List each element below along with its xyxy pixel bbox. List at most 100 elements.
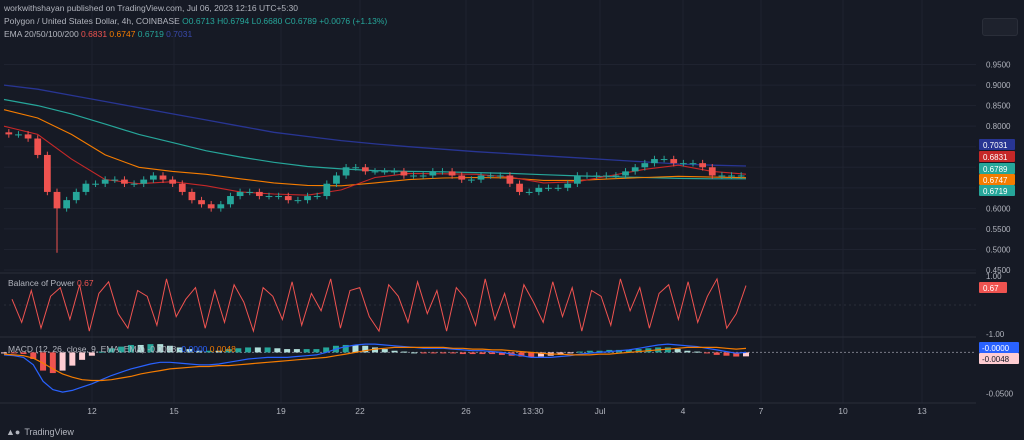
candle-body	[506, 175, 514, 184]
time-tick-label: 4	[681, 406, 686, 416]
macd-hist-bar	[411, 352, 418, 354]
price-tick-label: 0.5500	[986, 225, 1011, 234]
tradingview-footer[interactable]: ▲● TradingView	[6, 427, 74, 437]
candle-body	[121, 179, 128, 184]
macd-hist-bar	[215, 350, 222, 353]
price-tick-label: 0.9000	[986, 81, 1011, 90]
macd-hist-bar	[293, 349, 300, 353]
macd-hist-bar	[537, 352, 544, 357]
candle-body	[130, 183, 138, 185]
macd-value-text: -0.0048	[982, 355, 1010, 364]
ema100-value: 0.6719	[137, 29, 164, 39]
candle-body	[361, 167, 369, 172]
macd-hist-bar	[186, 349, 193, 353]
macd-hist-bar	[303, 349, 310, 353]
candle-body	[15, 134, 22, 136]
macd-hist-bar	[235, 348, 242, 353]
price-label-tag	[979, 151, 1015, 162]
macd-value-text: -0.0000	[982, 344, 1010, 353]
candle-body	[275, 196, 283, 198]
candle-body	[545, 187, 552, 189]
candle-body	[255, 191, 263, 197]
macd-hist-bar	[469, 352, 476, 355]
macd-hist-bar	[362, 345, 369, 353]
macd-hist-bar	[10, 352, 17, 354]
candle-body	[381, 171, 389, 173]
candle-body	[487, 175, 495, 177]
candle-body	[92, 183, 99, 185]
candle-body	[227, 196, 234, 205]
candle-body	[728, 175, 735, 177]
candle-body	[516, 183, 523, 192]
candle-body	[583, 175, 591, 177]
candle-body	[149, 175, 157, 180]
time-tick-label: 15	[169, 406, 179, 416]
macd-hist-bar	[254, 347, 261, 353]
candle-body	[294, 200, 302, 202]
macd-hist-bar	[69, 352, 76, 366]
macd-hist-bar	[225, 349, 232, 353]
macd-hist-bar	[391, 350, 398, 353]
macd-hist-bar	[88, 352, 95, 356]
macd-hist-bar	[40, 352, 47, 371]
candle-body	[246, 191, 254, 193]
price-label-text: 0.6789	[983, 165, 1008, 174]
chart-settings-button[interactable]	[982, 18, 1018, 36]
macd-hist-bar	[98, 351, 105, 353]
macd-hist-bar	[664, 347, 671, 353]
macd-hist-bar	[79, 352, 86, 360]
price-tick-label: 0.4500	[986, 266, 1011, 275]
macd-hist-bar	[372, 347, 378, 353]
macd-title: MACD (12, 26, close, 9, EMA, EMA) -0.004…	[8, 344, 236, 354]
macd-hist-bar	[586, 350, 593, 353]
macd-hist-bar	[1, 352, 7, 354]
candle-body	[284, 196, 292, 201]
macd-hist-bar	[703, 352, 710, 354]
candle-body	[708, 167, 716, 176]
macd-hist-bar	[313, 349, 320, 353]
time-tick-label: Jul	[595, 406, 606, 416]
macd-hist-bar	[625, 349, 632, 353]
candle-body	[737, 175, 745, 177]
macd-hist-bar	[20, 352, 27, 355]
candle-body	[390, 171, 398, 173]
candle-body	[660, 159, 668, 161]
macd-hist-bar	[420, 352, 427, 354]
price-label-text: 0.6831	[983, 153, 1008, 162]
macd-hist-bar	[518, 352, 525, 357]
candle-body	[34, 138, 42, 155]
candle-body	[496, 175, 504, 177]
price-label-tag	[979, 163, 1015, 174]
candle-body	[448, 171, 456, 176]
candle-body	[670, 159, 678, 164]
ema200-value: 0.7031	[166, 29, 193, 39]
time-tick-label: 26	[461, 406, 471, 416]
candle-body	[593, 175, 601, 177]
macd-line-value: -0.0000	[178, 344, 208, 354]
macd-line	[3, 343, 747, 393]
candle-body	[188, 191, 196, 201]
macd-hist-bar	[684, 350, 691, 353]
candle-body	[169, 179, 177, 184]
candle-body	[718, 175, 726, 177]
candle-body	[53, 191, 61, 209]
candle-body	[622, 171, 629, 176]
macd-hist-bar	[137, 344, 144, 353]
macd-hist-bar	[450, 352, 457, 354]
macd-hist-bar	[713, 352, 720, 355]
macd-signal-line	[3, 346, 747, 382]
candle-body	[573, 175, 581, 184]
macd-hist-bar	[352, 344, 359, 353]
candle-body	[178, 183, 186, 192]
macd-hist-bar	[30, 352, 37, 360]
macd-hist-bar	[274, 348, 281, 353]
macd-hist-bar	[674, 349, 681, 353]
macd-hist-bar	[245, 347, 252, 353]
macd-hist-bar	[118, 346, 125, 353]
macd-hist-bar	[459, 352, 466, 355]
bop-title: Balance of Power 0.67	[8, 278, 94, 288]
tradingview-brand: TradingView	[24, 427, 74, 437]
macd-hist-bar	[635, 349, 642, 353]
time-tick-label: 22	[355, 406, 365, 416]
